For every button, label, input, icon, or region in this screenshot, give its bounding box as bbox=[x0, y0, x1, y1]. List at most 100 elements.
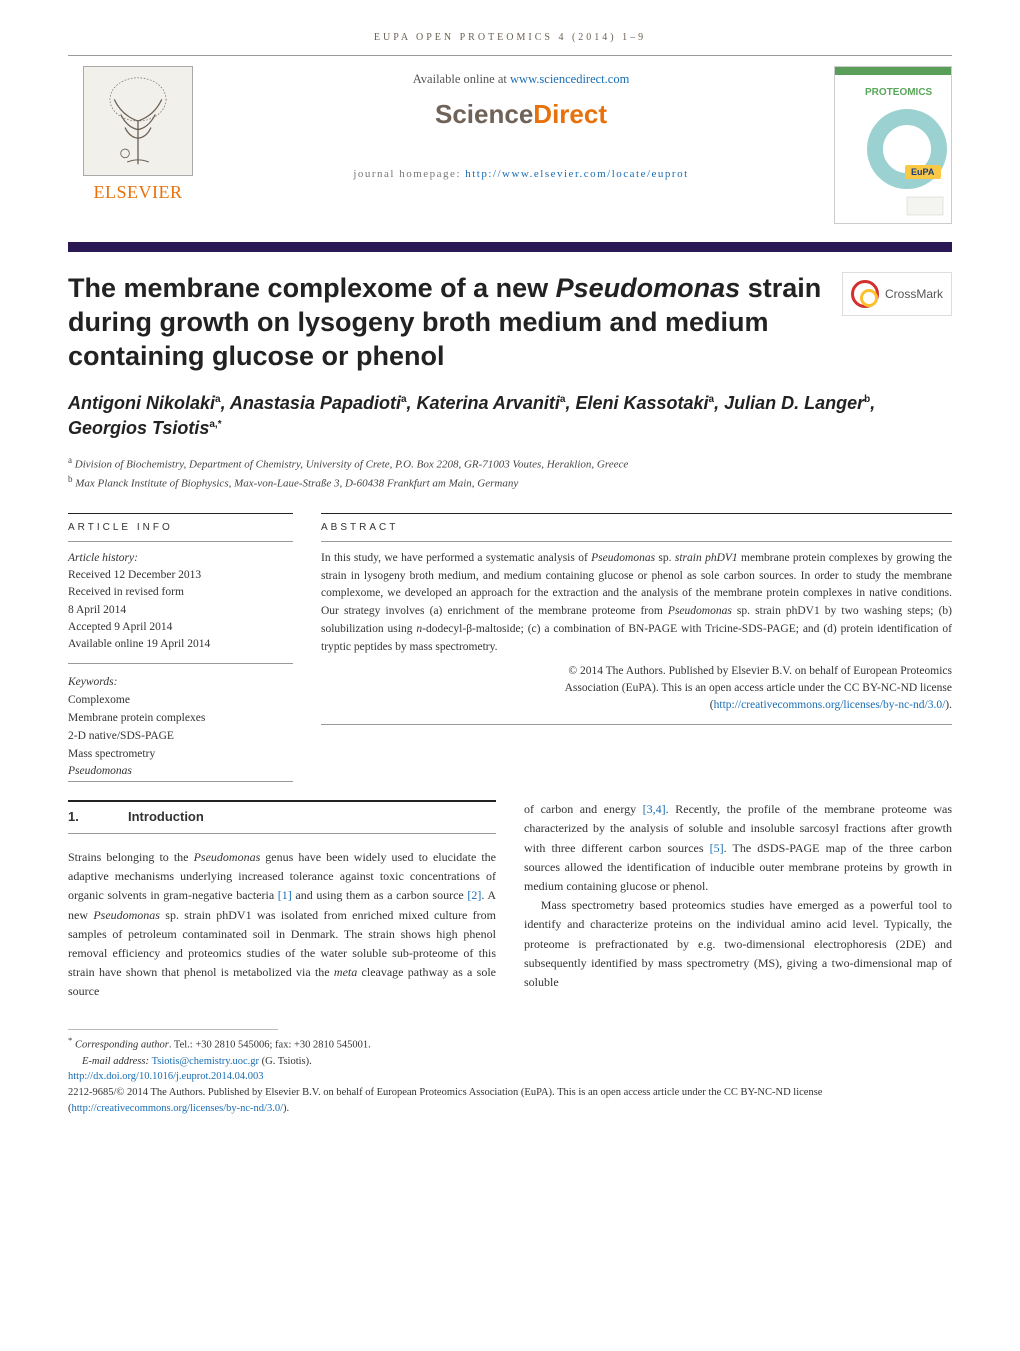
kw-3: Mass spectrometry bbox=[68, 746, 293, 764]
abs-foot1: © 2014 The Authors. Published by Elsevie… bbox=[321, 663, 952, 680]
c1it1: Pseudomonas bbox=[194, 850, 261, 864]
c2a: of carbon and energy bbox=[524, 802, 643, 816]
info-abstract-row: ARTICLE INFO Article history: Received 1… bbox=[68, 513, 952, 781]
body-columns: 1. Introduction Strains belonging to the… bbox=[68, 800, 952, 1001]
top-divider bbox=[68, 55, 952, 56]
abstract-text: In this study, we have performed a syste… bbox=[321, 550, 952, 657]
body-col-right: of carbon and energy [3,4]. Recently, th… bbox=[524, 800, 952, 1001]
journal-homepage: journal homepage: http://www.elsevier.co… bbox=[208, 168, 834, 180]
email-line: E-mail address: Tsiotis@chemistry.uoc.gr… bbox=[68, 1054, 952, 1070]
license-link[interactable]: http://creativecommons.org/licenses/by-n… bbox=[714, 699, 946, 711]
history-l5: Available online 19 April 2014 bbox=[68, 636, 293, 653]
intro-title: Introduction bbox=[128, 807, 204, 828]
abstract-footer: © 2014 The Authors. Published by Elsevie… bbox=[321, 663, 952, 715]
article-history: Article history: Received 12 December 20… bbox=[68, 550, 293, 654]
email-label: E-mail address: bbox=[82, 1056, 152, 1067]
c1it3: meta bbox=[334, 965, 357, 979]
elsevier-tree-icon bbox=[83, 66, 193, 176]
col1-p1: Strains belonging to the Pseudomonas gen… bbox=[68, 848, 496, 1002]
keywords-label: Keywords: bbox=[68, 674, 293, 692]
crossmark-label: CrossMark bbox=[885, 287, 943, 301]
affil-a: a Division of Biochemistry, Department o… bbox=[68, 454, 952, 474]
cover-badge: EuPA bbox=[911, 167, 935, 177]
abs-m1: sp. bbox=[655, 552, 675, 564]
history-l1: Received 12 December 2013 bbox=[68, 567, 293, 584]
cover-title: PROTEOMICS bbox=[865, 87, 933, 98]
history-l4: Accepted 9 April 2014 bbox=[68, 619, 293, 636]
info-rule-thin bbox=[68, 541, 293, 542]
elsevier-wordmark: ELSEVIER bbox=[94, 182, 183, 203]
kw-1: Membrane protein complexes bbox=[68, 710, 293, 728]
doi-link[interactable]: http://dx.doi.org/10.1016/j.euprot.2014.… bbox=[68, 1071, 264, 1082]
license-link-foot[interactable]: http://creativecommons.org/licenses/by-n… bbox=[72, 1103, 284, 1114]
ref-34[interactable]: [3,4] bbox=[643, 802, 666, 816]
abs-rule-thin bbox=[321, 541, 952, 542]
abs-a: In this study, we have performed a syste… bbox=[321, 552, 591, 564]
col2-p1: of carbon and energy [3,4]. Recently, th… bbox=[524, 800, 952, 896]
intro-num: 1. bbox=[68, 807, 128, 828]
footnote-divider bbox=[68, 1029, 278, 1030]
c1it2: Pseudomonas bbox=[93, 908, 160, 922]
kw-rule bbox=[68, 663, 293, 664]
c1a: Strains belonging to the bbox=[68, 850, 194, 864]
ref-2[interactable]: [2] bbox=[467, 888, 481, 902]
kw-0: Complexome bbox=[68, 692, 293, 710]
available-online: Available online at www.sciencedirect.co… bbox=[208, 72, 834, 87]
col2-p2: Mass spectrometry based proteomics studi… bbox=[524, 896, 952, 992]
affil-b-text: Max Planck Institute of Biophysics, Max-… bbox=[75, 478, 518, 490]
sd-direct: Direct bbox=[533, 99, 607, 129]
crossmark-button[interactable]: CrossMark bbox=[842, 272, 952, 316]
header-band: ELSEVIER Available online at www.science… bbox=[68, 66, 952, 224]
dark-band bbox=[68, 242, 952, 252]
history-l3: 8 April 2014 bbox=[68, 602, 293, 619]
header-center: Available online at www.sciencedirect.co… bbox=[208, 66, 834, 180]
abs-foot2: Association (EuPA). This is an open acce… bbox=[321, 680, 952, 697]
corr-author-line: * Corresponding author. Tel.: +30 2810 5… bbox=[68, 1034, 952, 1053]
intro-heading: 1. Introduction bbox=[68, 800, 496, 834]
title-row: The membrane complexome of a new Pseudom… bbox=[68, 272, 952, 373]
article-info-col: ARTICLE INFO Article history: Received 1… bbox=[68, 513, 293, 781]
email-link[interactable]: Tsiotis@chemistry.uoc.gr bbox=[152, 1056, 259, 1067]
info-rule bbox=[68, 513, 293, 514]
sd-science: Science bbox=[435, 99, 533, 129]
footnote-block: * Corresponding author. Tel.: +30 2810 5… bbox=[68, 1034, 952, 1116]
abstract-heading: ABSTRACT bbox=[321, 522, 952, 533]
affil-a-text: Division of Biochemistry, Department of … bbox=[75, 458, 628, 470]
abstract-col: ABSTRACT In this study, we have performe… bbox=[321, 513, 952, 781]
issn-license-line: 2212-9685/© 2014 The Authors. Published … bbox=[68, 1085, 952, 1117]
kw-2: 2-D native/SDS-PAGE bbox=[68, 728, 293, 746]
corr-label: Corresponding author bbox=[75, 1040, 169, 1051]
abs-rule bbox=[321, 513, 952, 514]
running-head: EUPA OPEN PROTEOMICS 4 (2014) 1–9 bbox=[0, 0, 1020, 43]
title-pre: The membrane complexome of a new bbox=[68, 273, 556, 303]
email-suffix: (G. Tsiotis). bbox=[259, 1056, 312, 1067]
history-l2: Received in revised form bbox=[68, 584, 293, 601]
article-title: The membrane complexome of a new Pseudom… bbox=[68, 272, 826, 373]
ref-1[interactable]: [1] bbox=[278, 888, 292, 902]
journal-hp-prefix: journal homepage: bbox=[353, 168, 465, 180]
body-col-left: 1. Introduction Strains belonging to the… bbox=[68, 800, 496, 1001]
keywords-block: Keywords: Complexome Membrane protein co… bbox=[68, 674, 293, 781]
kw-4: Pseudomonas bbox=[68, 763, 293, 781]
journal-hp-link[interactable]: http://www.elsevier.com/locate/euprot bbox=[465, 168, 688, 180]
title-ital: Pseudomonas bbox=[556, 273, 741, 303]
author-list: Antigoni Nikolakia, Anastasia Papadiotia… bbox=[68, 391, 952, 441]
sciencedirect-logo: ScienceDirect bbox=[208, 99, 834, 130]
abs-it2: strain phDV1 bbox=[675, 552, 738, 564]
info-bottom-rule bbox=[68, 781, 293, 782]
affil-b: b Max Planck Institute of Biophysics, Ma… bbox=[68, 473, 952, 493]
abs-it3: Pseudomonas bbox=[668, 605, 732, 617]
crossmark-icon bbox=[851, 280, 879, 308]
abs-bottom-rule bbox=[321, 724, 952, 725]
issn-b: ). bbox=[283, 1103, 289, 1114]
elsevier-logo: ELSEVIER bbox=[68, 66, 208, 203]
history-label: Article history: bbox=[68, 550, 293, 567]
available-online-prefix: Available online at bbox=[413, 72, 510, 86]
affiliations: a Division of Biochemistry, Department o… bbox=[68, 454, 952, 493]
sciencedirect-link[interactable]: www.sciencedirect.com bbox=[510, 72, 629, 86]
ref-5[interactable]: [5] bbox=[710, 841, 724, 855]
abs-it1: Pseudomonas bbox=[591, 552, 655, 564]
article-info-heading: ARTICLE INFO bbox=[68, 522, 293, 533]
c1c: and using them as a carbon source bbox=[292, 888, 468, 902]
journal-cover: PROTEOMICS EuPA bbox=[834, 66, 952, 224]
